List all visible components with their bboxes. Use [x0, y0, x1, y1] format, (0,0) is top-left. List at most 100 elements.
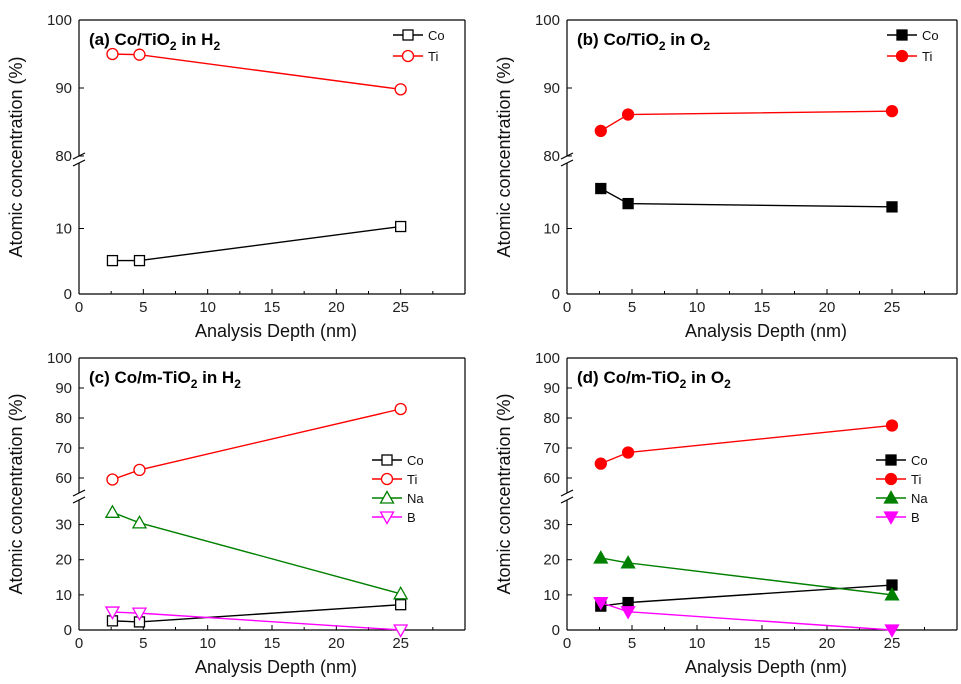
title-text: Co/m-TiO — [115, 368, 191, 387]
x-tick-label: 0 — [563, 635, 571, 652]
y-tick-label: 10 — [55, 587, 72, 604]
legend-label-co: Co — [428, 28, 445, 43]
y-tick-label: 100 — [535, 350, 560, 367]
data-point-co — [106, 254, 119, 267]
data-point-b — [393, 624, 409, 638]
x-tick-label: 5 — [139, 635, 147, 652]
y-axis-label: Atomic concentration (%) — [6, 393, 26, 594]
title-text: in H — [197, 368, 234, 387]
axis-break-mark — [560, 496, 574, 504]
panel-a: 0 5 10 15 20 25 0 10 80 90 100 Analysis Depth (nm) A… — [6, 12, 466, 341]
data-point-co — [595, 182, 607, 195]
x-axis-label: Analysis Depth (nm) — [195, 321, 357, 341]
y-tick-label: 10 — [543, 587, 560, 604]
data-point-na — [393, 585, 409, 600]
axis-break-mark — [72, 489, 86, 497]
title-text: (b) — [577, 30, 603, 49]
title-subscript: 2 — [724, 377, 731, 391]
y-tick-label: 0 — [64, 622, 72, 639]
title-text: in H — [177, 30, 214, 49]
x-axis-label: Analysis Depth (nm) — [685, 657, 847, 677]
legend-marker-na — [379, 490, 395, 504]
title-subscript: 2 — [234, 377, 241, 391]
series-line-ti — [112, 408, 401, 481]
series-line-ti — [600, 424, 893, 465]
legend-label-b: B — [407, 510, 416, 525]
series-line-b — [600, 601, 893, 631]
panel-title: (a) Co/TiO2 in H2 — [89, 30, 220, 53]
data-point-b — [104, 606, 121, 620]
x-axis-label: Analysis Depth (nm) — [685, 321, 847, 341]
y-tick-label: 0 — [64, 286, 72, 303]
series-line-co — [112, 604, 401, 623]
x-tick-label: 10 — [199, 635, 216, 652]
y-axis-label: Atomic concentration (%) — [494, 393, 514, 594]
y-tick-label: 70 — [543, 440, 560, 457]
y-tick-label: 0 — [552, 622, 560, 639]
series-line-na — [600, 557, 893, 596]
title-subscript: 2 — [680, 377, 687, 391]
x-tick-label: 0 — [75, 299, 83, 316]
data-point-ti — [133, 48, 146, 61]
y-tick-label: 20 — [55, 552, 72, 569]
axis-break-mark — [560, 159, 574, 167]
x-tick-label: 15 — [754, 635, 771, 652]
title-subscript: 2 — [191, 377, 198, 391]
legend-marker-co — [381, 454, 393, 466]
x-tick-label: 15 — [754, 299, 771, 316]
y-tick-label: 30 — [543, 517, 560, 534]
axis-break-mark — [560, 489, 574, 497]
data-point-co — [133, 254, 146, 267]
data-point-co — [622, 197, 634, 210]
legend-marker-ti — [884, 472, 898, 486]
data-point-na — [593, 550, 609, 564]
legend-marker-ti — [380, 472, 394, 486]
panel-b: 0 5 10 15 20 25 0 10 80 90 100 Analysis Depth (nm) A… — [494, 12, 958, 341]
y-tick-label: 70 — [55, 440, 72, 457]
data-point-na — [884, 587, 900, 601]
legend-label-co: Co — [407, 453, 424, 468]
x-tick-label: 20 — [819, 299, 836, 316]
y-tick-label: 100 — [47, 350, 72, 367]
legend-label-b: B — [911, 510, 920, 525]
x-tick-label: 5 — [628, 299, 636, 316]
y-tick-label: 90 — [543, 80, 560, 97]
title-subscript: 2 — [703, 39, 710, 53]
legend-label-ti: Ti — [922, 49, 932, 64]
data-point-na — [104, 504, 121, 518]
title-text: Co/TiO — [115, 30, 170, 49]
legend-marker-b — [379, 511, 395, 525]
data-point-ti — [394, 402, 407, 416]
legend-marker-co — [896, 29, 908, 41]
x-tick-label: 25 — [392, 299, 409, 316]
x-tick-label: 20 — [819, 635, 836, 652]
y-tick-label: 100 — [535, 12, 560, 29]
x-tick-label: 10 — [199, 299, 216, 316]
data-point-co — [395, 599, 407, 611]
panel-title: (d) Co/m-TiO2 in O2 — [577, 368, 731, 391]
y-tick-label: 80 — [543, 410, 560, 427]
legend-label-na: Na — [407, 491, 424, 506]
y-tick-label: 90 — [55, 80, 72, 97]
series-line-na — [112, 511, 401, 595]
x-tick-label: 25 — [884, 635, 901, 652]
x-tick-label: 15 — [264, 635, 281, 652]
title-subscript: 2 — [170, 39, 177, 53]
data-point-na — [131, 515, 148, 529]
title-text: in O — [666, 30, 704, 49]
title-text: in O — [686, 368, 724, 387]
y-axis-label: Atomic concentration (%) — [494, 56, 514, 257]
data-point-co — [395, 220, 407, 233]
legend-marker-ti — [401, 49, 415, 63]
series-line-co — [112, 225, 401, 262]
x-tick-label: 5 — [139, 299, 147, 316]
title-text: Co/TiO — [603, 30, 658, 49]
panel-d: 0 5 10 15 20 25 0 10 20 30 60 70 80 90 100 Analysis Dep… — [494, 350, 958, 677]
y-tick-label: 90 — [55, 380, 72, 397]
x-tick-label: 15 — [264, 299, 281, 316]
axis-break-mark — [72, 159, 86, 167]
y-tick-label: 80 — [55, 410, 72, 427]
series-line-ti — [600, 110, 893, 132]
legend-marker-co — [402, 29, 414, 41]
